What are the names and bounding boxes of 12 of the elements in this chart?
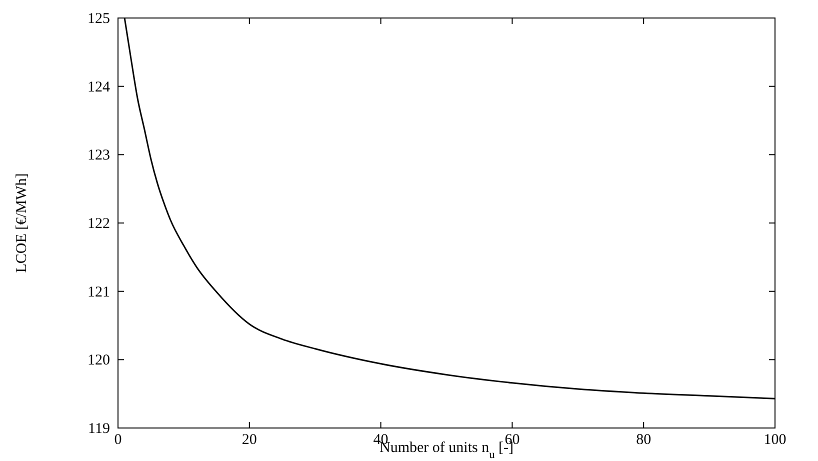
y-axis-title: LCOE [€/MWh]: [14, 173, 30, 273]
y-tick-label: 119: [88, 421, 110, 437]
y-tick-label: 124: [88, 79, 110, 96]
y-tick-label: 121: [88, 284, 110, 300]
y-tick-label: 122: [88, 216, 110, 232]
y-tick-label: 123: [88, 148, 110, 164]
x-tick-label: 0: [114, 432, 122, 448]
x-tick-label: 80: [636, 432, 652, 448]
y-tick-label: 125: [88, 11, 110, 27]
x-tick-label: 20: [242, 432, 257, 448]
y-tick-label: 120: [88, 352, 110, 369]
x-tick-label: 100: [764, 432, 786, 448]
